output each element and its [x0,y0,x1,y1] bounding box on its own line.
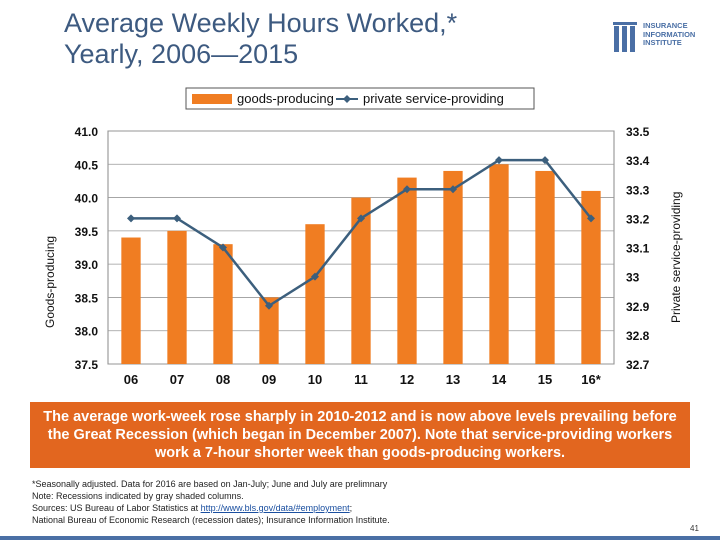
title-line-2: Yearly, 2006—2015 [64,39,299,69]
service-point-15 [541,156,549,165]
y-tick-right: 33 [626,271,640,285]
x-tick-label: 11 [354,372,368,387]
y-tick-left: 37.5 [75,358,99,372]
footnote-seasonal: *Seasonally adjusted. Data for 2016 are … [32,479,388,489]
x-tick-label: 14 [492,372,507,387]
bar-goods-16 [581,190,601,364]
sources-suffix: ; [349,503,353,513]
legend-swatch-goods [192,94,232,104]
logo-text-line-1: INSURANCE [643,21,688,30]
page-title: Average Weekly Hours Worked,* Yearly, 20… [64,8,564,70]
y-tick-right: 33.5 [626,125,650,139]
y-tick-left: 39.5 [75,225,99,239]
y-axis-label-left: Goods-producing [43,236,57,328]
line-service-providing [127,156,595,310]
service-point-14 [495,156,503,165]
sources-prefix: Sources: US Bureau of Labor Statistics a… [32,503,201,513]
title-line-1: Average Weekly Hours Worked,* [64,8,458,38]
bar-goods-09 [259,297,279,364]
summary-callout: The average work-week rose sharply in 20… [30,402,690,468]
y-tick-left: 38.0 [75,325,99,339]
footnote-recessions: Note: Recessions indicated by gray shade… [32,491,244,501]
bar-goods-07 [167,230,187,364]
service-point-10 [311,272,319,281]
x-tick-label: 09 [262,372,276,387]
service-point-13 [449,185,457,194]
x-tick-label: 15 [538,372,552,387]
iii-logo-mark [613,22,637,52]
service-point-11 [357,214,365,223]
service-point-12 [403,185,411,194]
y-tick-right: 32.7 [626,358,650,372]
y-tick-right: 33.2 [626,212,650,226]
y-tick-right: 32.9 [626,300,650,314]
footnote-sources-cont: National Bureau of Economic Research (re… [32,515,390,525]
y-axis-label-right: Private service-providing [669,192,683,323]
footnote-sources: Sources: US Bureau of Labor Statistics a… [32,502,632,514]
iii-logo-text: INSURANCE INFORMATION INSTITUTE [643,21,696,48]
y-tick-left: 40.5 [75,158,99,172]
service-point-06 [127,214,135,223]
y-tick-right: 33.3 [626,183,650,197]
x-tick-label: 16* [581,372,601,387]
service-point-16 [587,214,595,223]
bars-goods-producing [121,164,601,364]
bar-goods-10 [305,224,325,364]
y-tick-right: 32.8 [626,329,650,343]
y-tick-left: 39.0 [75,258,99,272]
x-tick-label: 08 [216,372,230,387]
bar-goods-12 [397,177,417,364]
service-point-07 [173,214,181,223]
footnotes: *Seasonally adjusted. Data for 2016 are … [32,478,632,526]
bar-goods-06 [121,237,141,364]
y-tick-left: 41.0 [75,125,99,139]
y-tick-right: 33.1 [626,242,650,256]
x-tick-label: 06 [124,372,138,387]
bar-goods-13 [443,170,463,364]
service-point-09 [265,301,273,310]
legend-label-goods: goods-producing [237,91,334,106]
page-number: 41 [690,524,699,533]
service-point-08 [219,243,227,252]
legend-marker-service [343,95,351,103]
bar-goods-14 [489,164,509,364]
bls-link[interactable]: http://www.bls.gov/data/#employment [200,503,350,513]
x-tick-label: 13 [446,372,460,387]
legend-label-service: private service-providing [363,91,504,106]
logo-text-line-3: INSTITUTE [643,38,682,47]
bar-goods-08 [213,244,233,364]
x-tick-label: 07 [170,372,184,387]
bar-goods-11 [351,197,371,364]
x-tick-label: 10 [308,372,322,387]
bar-goods-15 [535,170,555,364]
iii-logo: INSURANCE INFORMATION INSTITUTE [613,21,713,58]
chart-legend: goods-producing private service-providin… [185,87,535,110]
axes: 37.5 38.0 38.5 39.0 39.5 40.0 40.5 41.0 32.7 32.8… [75,125,650,387]
logo-text-line-2: INFORMATION [643,29,696,39]
legend-box [185,87,535,110]
y-tick-left: 40.0 [75,192,99,206]
x-tick-label: 12 [400,372,414,387]
y-tick-right: 33.4 [626,154,650,168]
y-tick-left: 38.5 [75,291,99,305]
bottom-rule [0,536,720,540]
hours-worked-chart: goods-producing private service-providin… [43,87,683,387]
